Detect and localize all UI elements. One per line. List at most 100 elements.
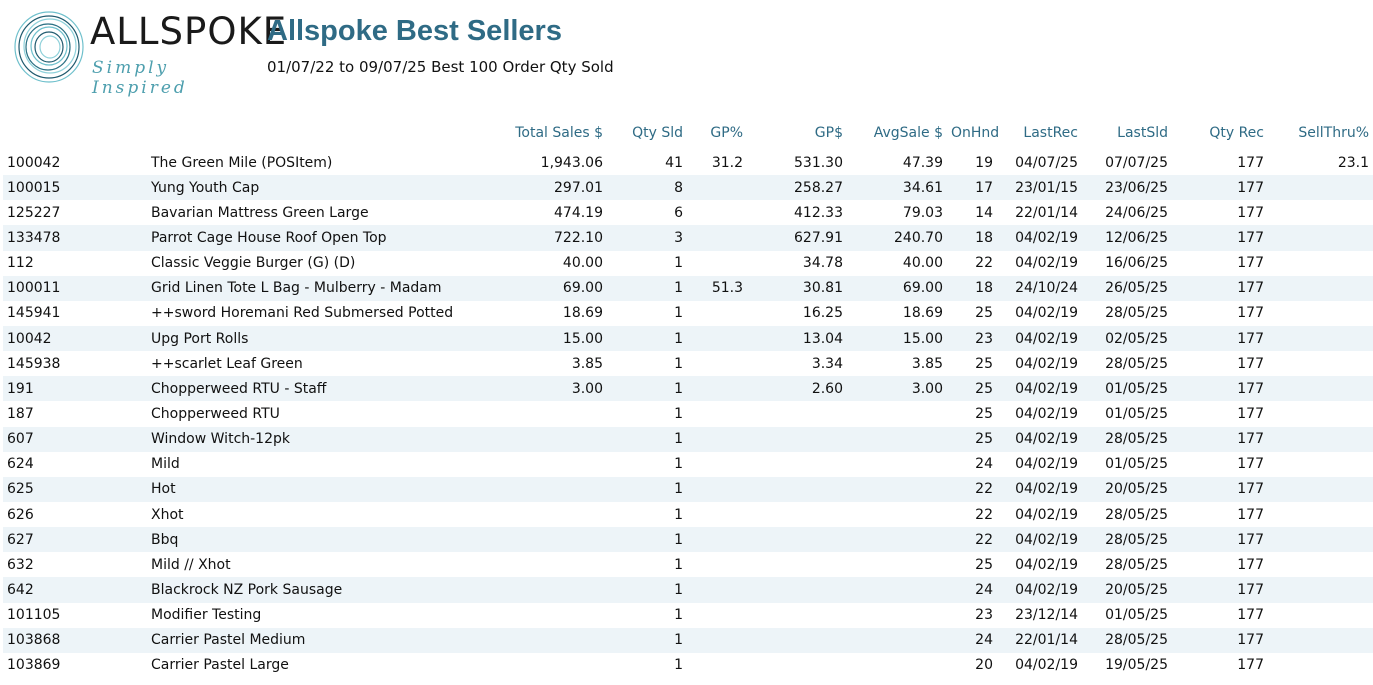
cell-gp-dollars: 16.25 [802,305,843,322]
cell-gp-pct [687,527,747,553]
cell-avg-sale [847,552,947,577]
col-header-description [147,122,455,144]
cell-avg-sale [847,476,947,502]
cell-avg-sale: 240.70 [847,225,947,251]
cell-sell-thru [1268,603,1373,628]
cell-last-rec: 04/02/19 [997,476,1082,502]
cell-on-hand: 22 [947,476,997,502]
cell-item-code: 625 [3,476,147,502]
cell-gp-pct [687,426,747,452]
cell-last-sold: 28/05/25 [1105,506,1168,523]
cell-item-description: ++sword Horemani Red Submersed Potted [151,305,454,322]
cell-qty-sold: 41 [665,154,683,171]
cell-item-code: 10042 [3,325,147,352]
cell-last-rec: 04/02/19 [1015,657,1078,674]
cell-gp-dollars [747,476,847,502]
cell-qty-rec: 177 [1172,577,1268,603]
cell-on-hand: 22 [975,506,993,523]
cell-item-description: Grid Linen Tote L Bag - Mulberry - Madam [147,275,455,301]
cell-total-sales [455,552,607,577]
cell-gp-dollars: 2.60 [747,376,847,402]
cell-avg-sale [847,426,947,452]
cell-last-rec: 04/07/25 [1015,154,1078,171]
cell-total-sales [455,527,607,553]
cell-last-sold: 01/05/25 [1105,607,1168,624]
cell-gp-pct [687,351,747,376]
allspoke-logo: ALLSPOKE Simply Inspired [12,8,286,98]
cell-gp-pct [687,251,747,276]
col-header-gp-pct: GP% [710,125,743,141]
cell-last-rec: 04/02/19 [1015,456,1078,473]
table-row: 187 Chopperweed RTU 1 25 04/02/19 01/05/25 177 [3,401,1373,426]
cell-avg-sale: 69.00 [847,275,947,301]
cell-qty-sold: 1 [674,506,683,523]
cell-last-sold: 07/07/25 [1105,154,1168,171]
cell-gp-dollars [747,452,847,477]
cell-item-code: 112 [7,255,34,272]
cell-sell-thru [1268,653,1373,678]
cell-total-sales: 3.00 [455,376,607,402]
cell-qty-rec: 177 [1237,556,1264,573]
cell-item-code: 100011 [3,275,147,301]
cell-item-code: 191 [3,376,147,402]
cell-last-rec: 04/02/19 [1015,506,1078,523]
cell-gp-dollars: 531.30 [794,154,843,171]
col-header-gp-dollars: GP$ [814,125,843,141]
cell-item-code: 103868 [3,627,147,653]
col-header-last-rec: LastRec [1023,125,1078,141]
cell-on-hand: 25 [975,355,993,372]
cell-avg-sale: 34.61 [847,175,947,201]
cell-last-sold: 26/05/25 [1082,275,1172,301]
cell-gp-pct: 51.3 [687,275,747,301]
cell-total-sales [455,627,607,653]
cell-on-hand: 19 [975,154,993,171]
cell-item-description: Modifier Testing [151,607,262,624]
cell-sell-thru [1268,401,1373,426]
cell-qty-rec: 177 [1172,627,1268,653]
cell-gp-dollars [747,653,847,678]
cell-sell-thru [1268,577,1373,603]
cell-avg-sale [847,452,947,477]
cell-total-sales: 18.69 [562,305,603,322]
cell-item-code: 145938 [7,355,61,372]
cell-last-sold: 20/05/25 [1082,476,1172,502]
cell-qty-sold: 1 [607,476,687,502]
cell-qty-sold: 1 [607,527,687,553]
cell-on-hand: 24 [947,577,997,603]
logo-brand-text: ALLSPOKE [90,10,288,53]
cell-avg-sale: 47.39 [902,154,943,171]
cell-qty-rec: 177 [1237,355,1264,372]
cell-last-sold: 28/05/25 [1082,426,1172,452]
logo-tagline: Simply Inspired [92,58,188,98]
cell-item-description: The Green Mile (POSItem) [151,154,333,171]
cell-sell-thru [1268,225,1373,251]
cell-item-description: Xhot [151,506,184,523]
cell-gp-dollars: 34.78 [802,255,843,272]
cell-avg-sale [847,627,947,653]
table-row: 632 Mild // Xhot 1 25 04/02/19 28/05/25 177 [3,552,1373,577]
cell-item-description: Hot [147,476,455,502]
cell-avg-sale: 15.00 [847,325,947,352]
cell-item-description: Upg Port Rolls [147,325,455,352]
cell-qty-sold: 1 [607,275,687,301]
cell-qty-sold: 1 [607,426,687,452]
cell-qty-rec: 177 [1237,456,1264,473]
cell-last-sold: 24/06/25 [1105,204,1168,221]
cell-item-description: ++scarlet Leaf Green [151,355,303,372]
cell-last-sold: 28/05/25 [1105,355,1168,372]
cell-total-sales: 722.10 [455,225,607,251]
cell-gp-dollars [747,502,847,527]
cell-qty-sold: 1 [607,376,687,402]
cell-sell-thru [1268,325,1373,352]
cell-on-hand: 18 [947,225,997,251]
cell-gp-pct [687,401,747,426]
cell-avg-sale: 79.03 [902,204,943,221]
cell-gp-dollars: 30.81 [747,275,847,301]
cell-sell-thru [1268,200,1373,225]
cell-sell-thru [1268,502,1373,527]
cell-gp-pct [687,627,747,653]
cell-qty-rec: 177 [1172,376,1268,402]
cell-qty-rec: 177 [1237,154,1264,171]
cell-on-hand: 20 [975,657,993,674]
cell-gp-dollars [747,603,847,628]
